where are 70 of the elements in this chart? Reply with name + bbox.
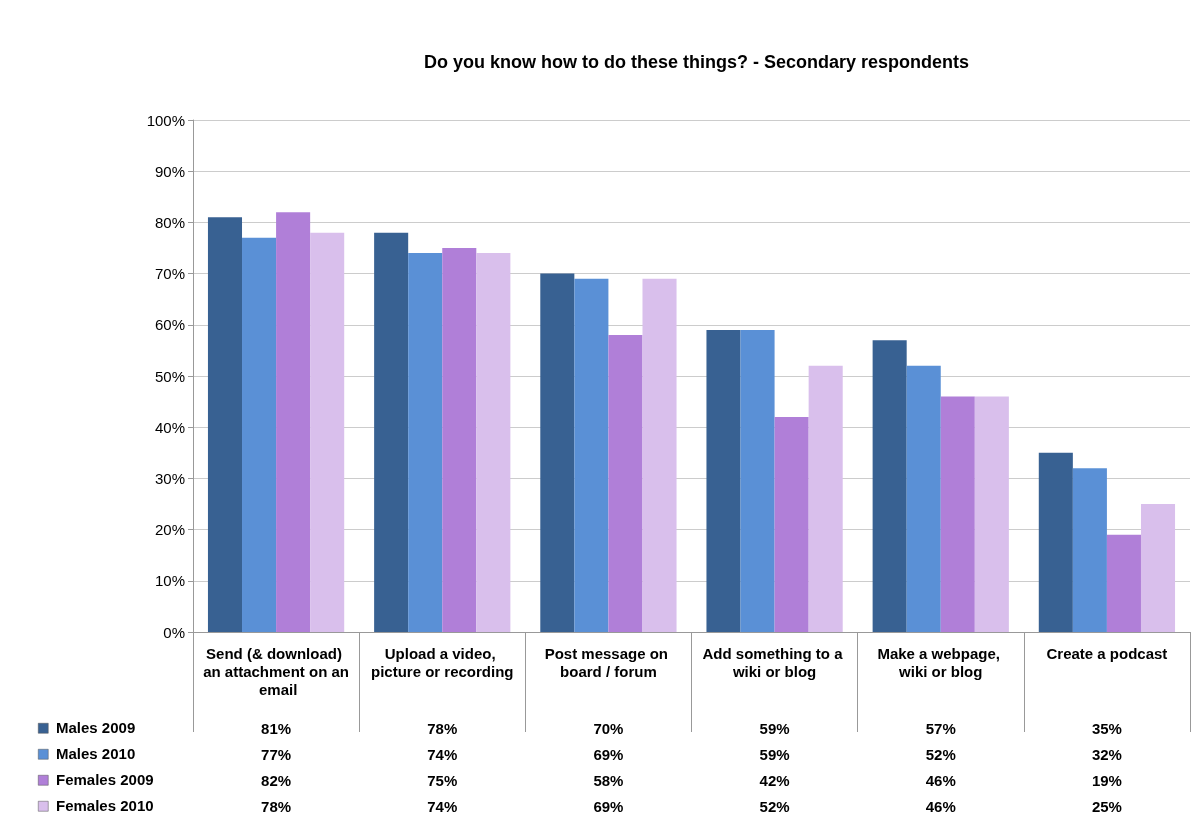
data-label: 19% [1091,771,1122,789]
data-label: 42% [759,771,790,789]
x-tick-label: Upload a video, picture or recording [370,644,514,680]
x-tick-label: Post message on board / forum [544,644,673,680]
data-label: 74% [427,797,458,815]
legend-label: Males 2010 [56,745,136,762]
chart-title: Do you know how to do these things? - Secondary respondents [423,52,970,72]
data-label: 52% [759,797,790,815]
bar [310,232,345,632]
bar [1072,468,1107,632]
data-label: 32% [1091,745,1122,763]
y-tick-label: 60% [154,316,185,334]
bar [574,278,609,632]
bar [706,329,741,632]
bar [374,232,409,632]
bar [608,335,643,632]
bar [408,253,443,632]
data-label: 35% [1091,719,1122,737]
bar [1038,452,1073,632]
data-label: 25% [1091,797,1122,815]
y-tick-label: 20% [154,521,185,539]
bar [906,365,941,632]
y-tick-label: 50% [154,367,185,385]
bar [808,365,843,632]
data-label: 77% [261,745,292,763]
bar [476,253,511,632]
y-tick-label: 10% [154,572,185,590]
x-tick-label: Make a webpage, wiki or blog [877,644,1005,680]
data-label: 78% [427,719,458,737]
bar [940,396,975,632]
data-label: 52% [925,745,956,763]
data-label: 82% [261,771,292,789]
legend-label: Females 2010 [56,797,154,814]
data-label: 81% [261,719,292,737]
bar [242,237,277,632]
data-label: 58% [593,771,624,789]
data-label: 69% [593,797,624,815]
y-tick-label: 40% [154,418,185,436]
y-tick-label: 100% [146,111,185,129]
y-tick-label: 80% [154,213,185,231]
legend-label: Females 2009 [56,771,154,788]
data-label: 59% [759,745,790,763]
data-label: 78% [261,797,292,815]
data-label: 57% [925,719,956,737]
y-tick-label: 70% [154,265,185,283]
bar [974,396,1009,632]
data-label: 46% [925,771,956,789]
x-tick-label: Add something to a wiki or blog [702,644,847,680]
y-tick-label: 30% [154,469,185,487]
bar [740,329,775,632]
bar [540,273,575,632]
legend-label: Males 2009 [56,719,136,736]
bar [774,416,809,632]
bar [1140,504,1176,632]
data-label: 70% [593,719,624,737]
data-label: 46% [925,797,956,815]
data-label: 74% [427,745,458,763]
data-label: 69% [593,745,624,763]
bar [442,248,477,632]
data-label: 59% [759,719,790,737]
x-tick-label: Create a podcast [1046,644,1168,662]
bar [207,217,243,632]
y-tick-label: 90% [154,162,185,180]
bar [642,278,677,632]
bar [872,340,907,632]
y-tick-label: 0% [163,623,185,641]
x-tick-label: Send (& download) an attachment on an email [203,644,350,698]
data-label: 75% [427,771,458,789]
bar [1106,534,1141,632]
bar [276,212,311,632]
